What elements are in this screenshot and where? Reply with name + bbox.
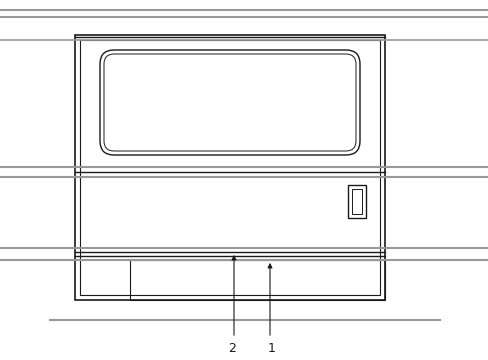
Text: 2: 2 [227, 342, 235, 355]
Bar [347, 185, 365, 218]
Bar [75, 35, 384, 300]
Bar [130, 260, 384, 300]
Text: 1: 1 [267, 342, 275, 355]
Bar [80, 40, 379, 295]
Bar [351, 189, 361, 214]
